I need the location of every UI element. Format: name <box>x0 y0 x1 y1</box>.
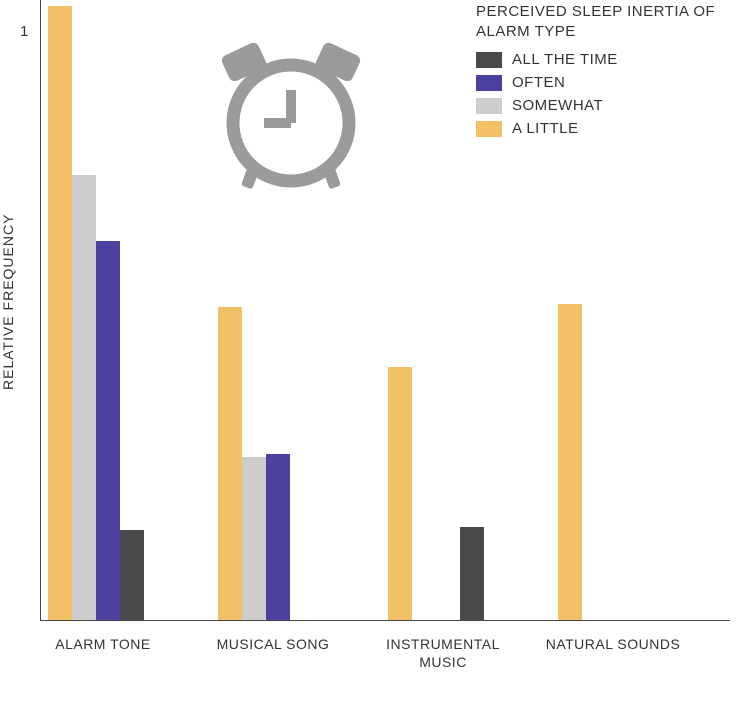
legend-swatch <box>476 52 502 68</box>
alarm-clock-icon <box>206 28 376 198</box>
legend-swatch <box>476 75 502 91</box>
bar <box>266 454 290 620</box>
bar <box>72 175 96 620</box>
legend-item-a_little: A LITTLE <box>476 120 736 137</box>
bar <box>120 530 144 620</box>
legend-title: PERCEIVED SLEEP INERTIA OF ALARM TYPE <box>476 2 736 41</box>
bar <box>48 6 72 620</box>
bar <box>96 241 120 620</box>
legend-label: ALL THE TIME <box>512 51 618 68</box>
bar <box>388 367 412 620</box>
x-axis <box>40 620 730 621</box>
bar <box>460 527 484 620</box>
x-label: NATURAL SOUNDS <box>533 635 693 653</box>
legend-label: SOMEWHAT <box>512 97 603 114</box>
chart-container: RELATIVE FREQUENCY 1 ALARM TONE MUSICAL S… <box>0 0 754 710</box>
x-label: MUSICAL SONG <box>193 635 353 653</box>
legend-item-all_the_time: ALL THE TIME <box>476 51 736 68</box>
legend: PERCEIVED SLEEP INERTIA OF ALARM TYPE AL… <box>476 2 736 143</box>
bar <box>558 304 582 620</box>
legend-item-often: OFTEN <box>476 74 736 91</box>
x-label: INSTRUMENTALMUSIC <box>363 635 523 671</box>
y-axis-label: RELATIVE FREQUENCY <box>0 214 16 390</box>
y-tick-1: 1 <box>20 23 28 40</box>
legend-swatch <box>476 98 502 114</box>
bar <box>242 457 266 620</box>
bar <box>218 307 242 620</box>
legend-label: A LITTLE <box>512 120 579 137</box>
legend-swatch <box>476 121 502 137</box>
x-axis-labels: ALARM TONEMUSICAL SONGINSTRUMENTALMUSICN… <box>40 635 730 695</box>
legend-item-somewhat: SOMEWHAT <box>476 97 736 114</box>
x-label: ALARM TONE <box>23 635 183 653</box>
legend-label: OFTEN <box>512 74 565 91</box>
